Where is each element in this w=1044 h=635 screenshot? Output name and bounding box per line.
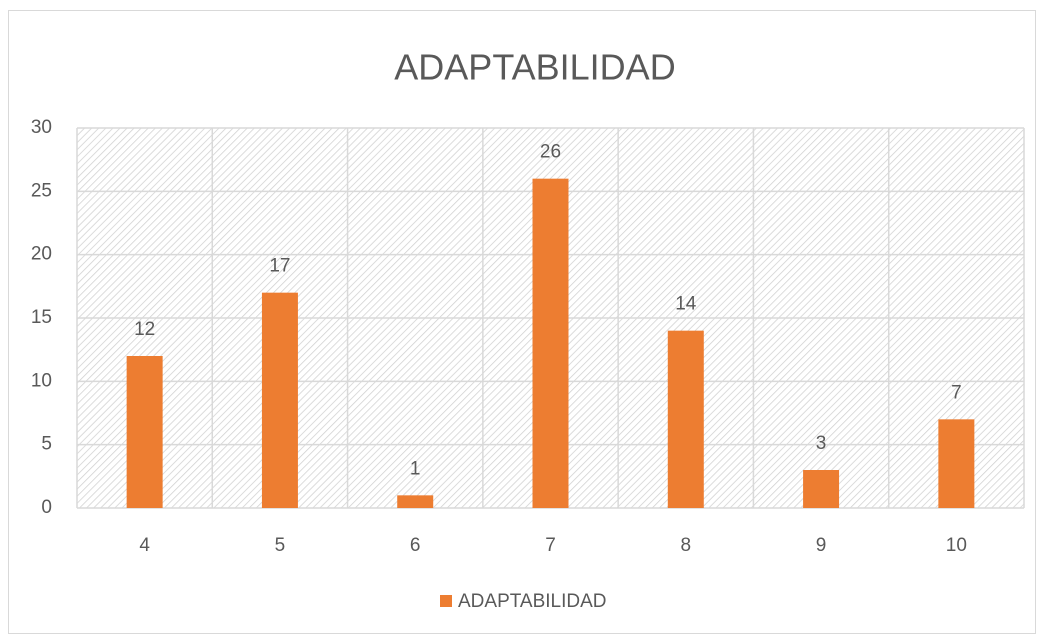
bar: [667, 330, 704, 508]
data-label: 17: [269, 256, 290, 277]
bar: [126, 356, 163, 508]
legend-swatch: [440, 595, 452, 607]
x-tick-label: 4: [139, 535, 150, 556]
data-label: 3: [816, 433, 827, 454]
x-tick-label: 10: [946, 535, 967, 556]
data-label: 1: [410, 458, 421, 479]
legend-label: ADAPTABILIDAD: [458, 591, 607, 612]
bar: [532, 178, 569, 508]
x-tick-label: 9: [816, 535, 827, 556]
y-tick-label: 15: [31, 307, 52, 328]
data-label: 7: [951, 382, 962, 403]
y-tick-label: 10: [31, 370, 52, 391]
x-tick-label: 5: [275, 535, 286, 556]
x-tick-label: 8: [680, 535, 691, 556]
y-tick-label: 20: [31, 244, 52, 265]
bar: [261, 292, 298, 508]
data-label: 14: [675, 294, 697, 315]
y-tick-label: 0: [41, 497, 52, 518]
bar: [803, 470, 840, 508]
data-label: 12: [134, 319, 155, 340]
chart-title: ADAPTABILIDAD: [394, 47, 675, 88]
data-label: 26: [540, 142, 561, 163]
y-tick-label: 30: [31, 117, 52, 138]
bar: [938, 419, 975, 508]
x-tick-label: 7: [545, 535, 556, 556]
y-tick-label: 25: [31, 180, 52, 201]
x-tick-label: 6: [410, 535, 421, 556]
y-tick-label: 5: [41, 434, 52, 455]
bar: [397, 495, 434, 508]
